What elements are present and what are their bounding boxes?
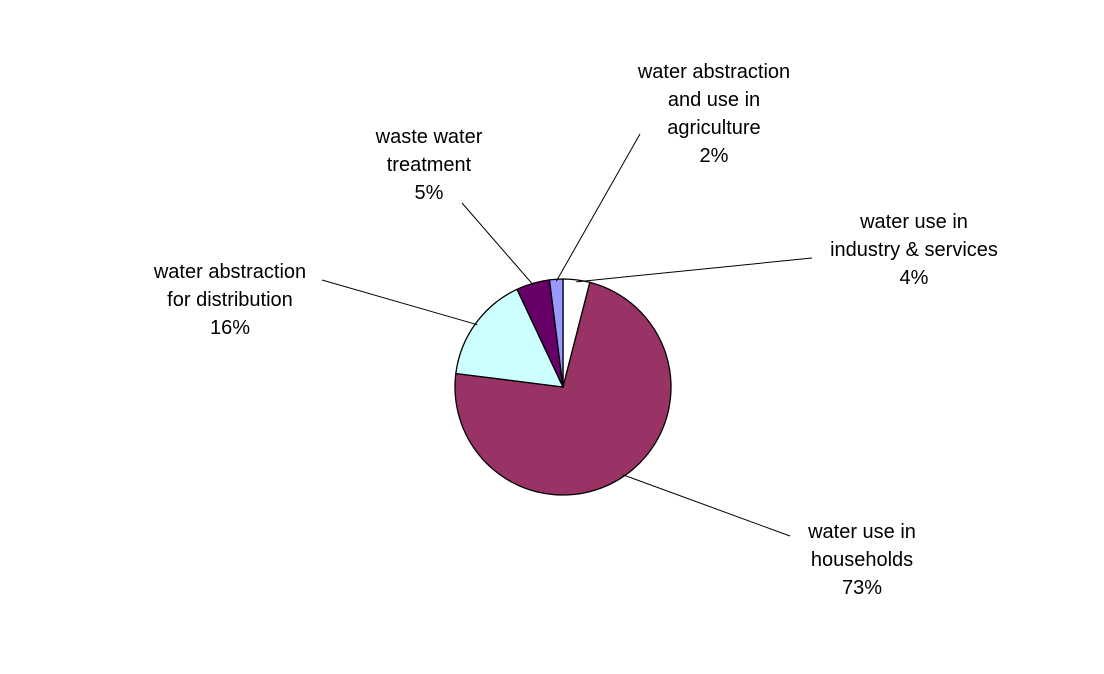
label-agriculture-line2: and use in (667, 89, 761, 111)
label-abstraction-distribution: water abstraction for distribution 16% (154, 258, 306, 342)
label-agriculture: water abstraction and use in agriculture… (638, 58, 790, 170)
label-agriculture-line3: agriculture (667, 117, 761, 139)
pie-slice-agriculture (548, 278, 564, 388)
label-households-pct: 73% (841, 577, 883, 599)
label-waste-water-line2: treatment (386, 154, 472, 176)
leader-line-waste-water (461, 202, 534, 286)
label-abstraction-distribution-line2: for distribution (167, 289, 293, 311)
label-agriculture-line1: water abstraction (637, 61, 791, 83)
pie-slices (454, 278, 672, 496)
label-industry-services: water use in industry & services 4% (830, 208, 998, 292)
leader-line-households (622, 474, 791, 537)
leader-line-abstraction-distribution (321, 279, 478, 326)
label-abstraction-distribution-pct: 16% (209, 317, 251, 339)
label-households: water use in households 73% (808, 518, 916, 602)
label-households-line2: households (810, 549, 914, 571)
leader-lines (321, 133, 813, 537)
pie-slice-abstraction-distribution (455, 288, 565, 388)
label-agriculture-pct: 2% (699, 145, 729, 167)
label-waste-water: waste water treatment 5% (376, 123, 483, 207)
label-households-line1: water use in (808, 521, 916, 543)
label-waste-water-line1: waste water (375, 126, 483, 148)
label-abstraction-distribution-line1: water abstraction (153, 261, 307, 283)
label-industry-services-line2: industry & services (830, 239, 998, 261)
label-industry-services-line1: water use in (860, 211, 968, 233)
label-industry-services-pct: 4% (899, 267, 929, 289)
pie-slice-households (454, 281, 672, 496)
leader-line-industry-services (576, 257, 813, 283)
label-waste-water-pct: 5% (414, 182, 444, 204)
leader-line-agriculture (555, 133, 641, 282)
